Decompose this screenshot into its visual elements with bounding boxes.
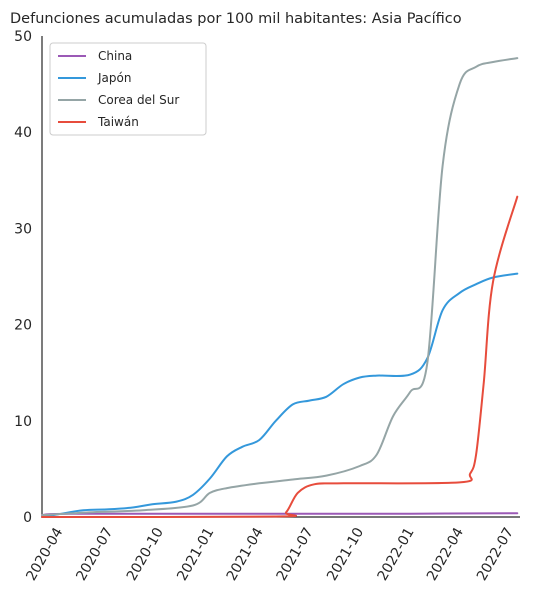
x-tick-label: 2020-10 (124, 525, 167, 584)
x-tick-label: 2021-07 (274, 525, 317, 584)
y-axis: 0 10 20 30 40 50 (14, 29, 43, 526)
legend-label: Taiwán (97, 115, 139, 129)
legend: China Japón Corea del Sur Taiwán (49, 42, 207, 136)
x-tick-label: 2022-01 (375, 525, 418, 584)
x-tick-label: 2021-01 (174, 525, 217, 584)
series-line-1 (41, 272, 519, 518)
series-line-2 (41, 57, 519, 517)
x-tick-label: 2021-04 (224, 525, 267, 584)
x-tick-label: 2022-04 (424, 525, 467, 584)
series-line-0 (41, 512, 519, 517)
y-tick-label: 10 (14, 414, 32, 430)
x-tick-label: 2020-07 (73, 525, 116, 584)
chart-title: Defunciones acumuladas por 100 mil habit… (10, 11, 462, 27)
y-tick-label: 30 (14, 221, 32, 237)
legend-label: Japón (97, 71, 131, 85)
x-tick-label: 2022-07 (474, 525, 517, 584)
x-tick-label: 2020-04 (23, 525, 66, 584)
y-tick-label: 0 (23, 510, 32, 526)
y-tick-label: 50 (14, 29, 32, 45)
series-layer (41, 57, 519, 519)
x-tick-label: 2021-10 (324, 525, 367, 584)
x-axis: 2020-04 2020-07 2020-10 2021-01 2021-04 2021-… (23, 516, 520, 584)
legend-box (49, 42, 207, 136)
legend-label: Corea del Sur (98, 93, 179, 107)
legend-label: China (98, 49, 132, 63)
y-tick-label: 40 (14, 125, 32, 141)
series-line-3 (41, 195, 519, 519)
y-tick-label: 20 (14, 318, 32, 334)
